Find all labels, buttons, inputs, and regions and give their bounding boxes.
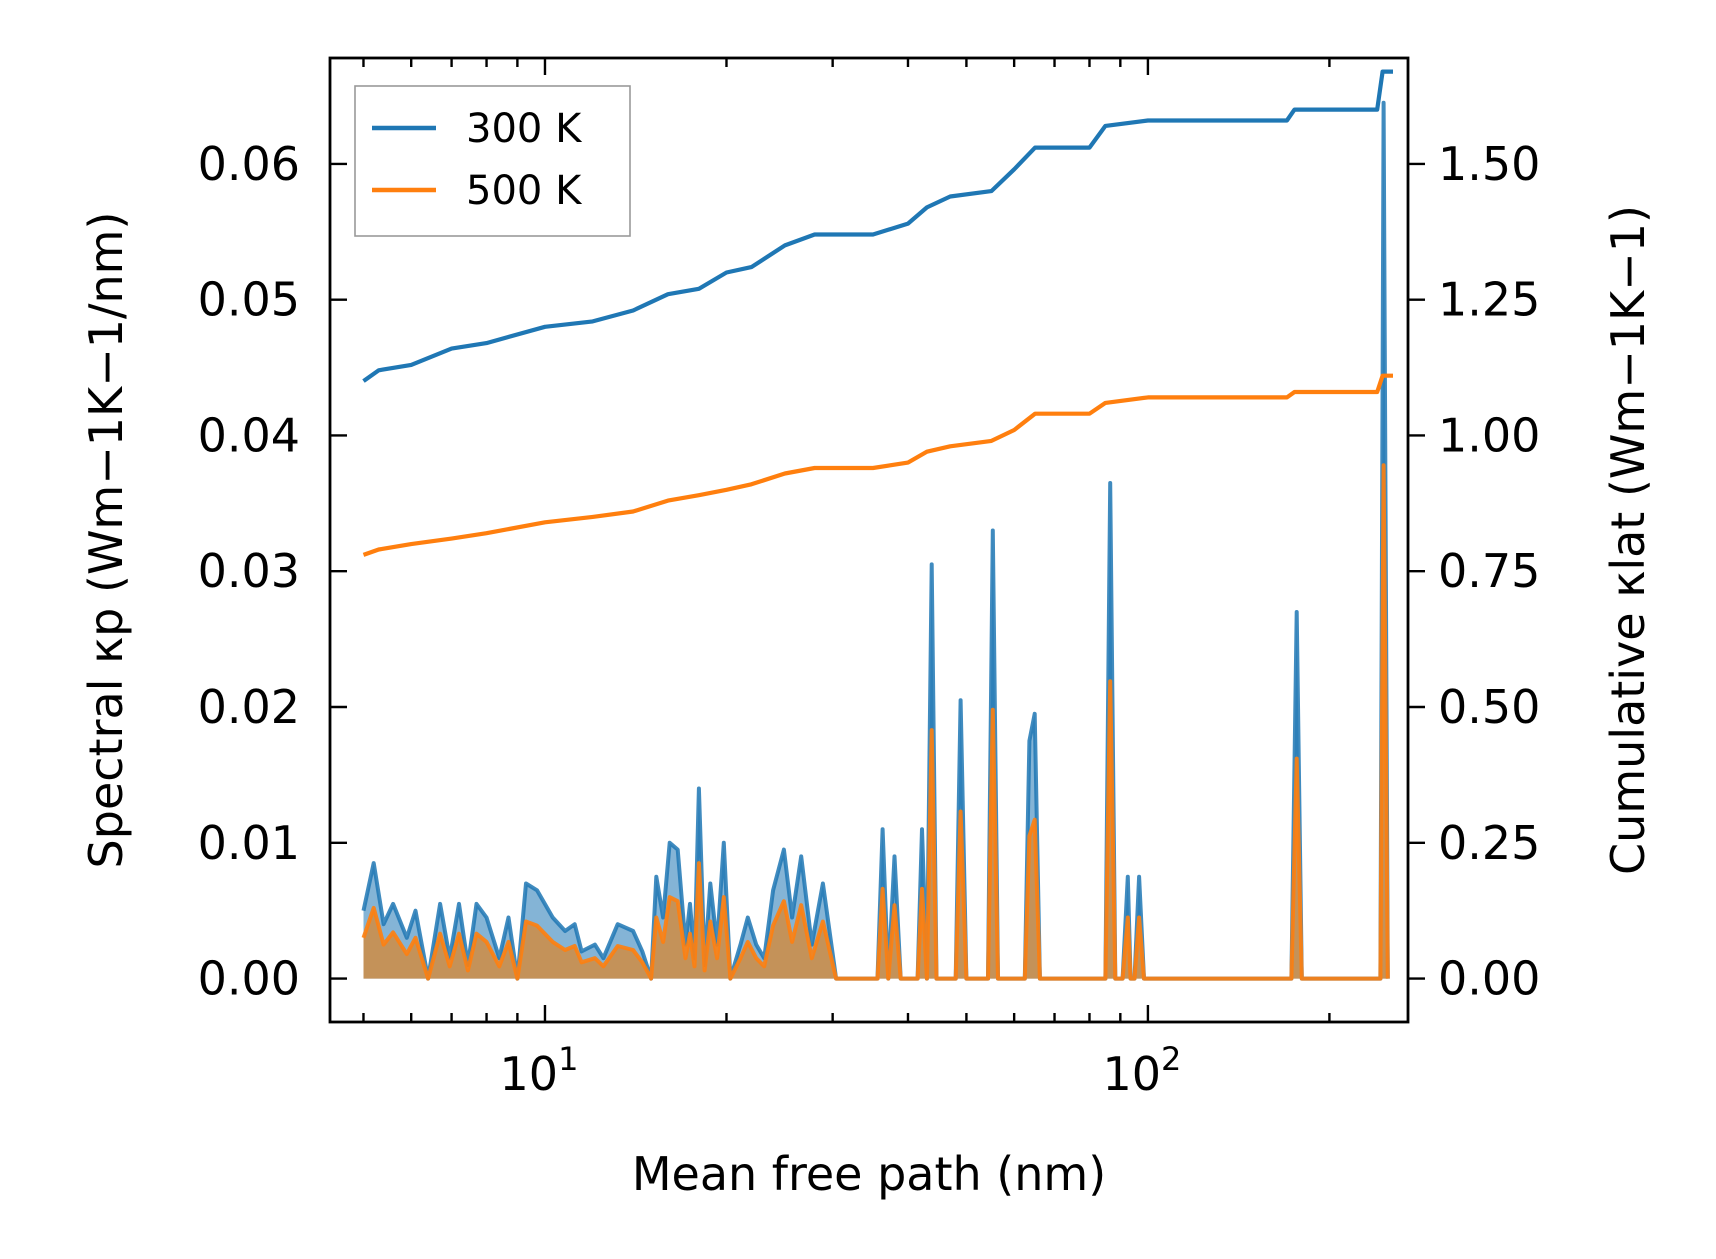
cumulative-line-500-k — [362, 373, 1393, 557]
y-right-axis-label: Cumulative κlat (Wm−1K−1) — [1601, 205, 1655, 875]
y-left-axis-label: Spectral κp (Wm−1K−1/nm) — [79, 212, 133, 869]
y-right-tick-label: 0.50 — [1438, 680, 1540, 734]
y-left-tick-label: 0.04 — [198, 408, 300, 462]
y-right-tick-label: 1.50 — [1438, 137, 1540, 191]
legend-label-300-k: 300 K — [466, 106, 583, 152]
x-tick-label: 101 — [500, 1040, 579, 1101]
y-left-tick-label: 0.00 — [198, 952, 300, 1006]
spectral-area-500-k — [363, 465, 1388, 979]
spectral-fill-layer — [361, 100, 1390, 981]
plot-frame — [328, 56, 1410, 1024]
y-left-tick-label: 0.03 — [198, 544, 300, 598]
y-right-tick-label: 1.00 — [1438, 408, 1540, 462]
y-left-tick-label: 0.06 — [198, 137, 300, 191]
axes-layer: 0.00 0.01 0.02 0.03 0.04 0.05 0.06 0.00 0.25 0.50… — [79, 56, 1655, 1201]
y-left-tick-label: 0.02 — [198, 680, 300, 734]
y-right-tick-label: 1.25 — [1438, 273, 1540, 327]
y-left-tick-label: 0.05 — [198, 273, 300, 327]
x-axis-label: Mean free path (nm) — [632, 1147, 1106, 1201]
legend-box — [354, 85, 631, 237]
y-right-tick-label: 0.25 — [1438, 816, 1540, 870]
x-tick-label: 102 — [1102, 1040, 1181, 1101]
y-left-tick-label: 0.01 — [198, 816, 300, 870]
legend: 300 K 500 K — [354, 85, 631, 237]
legend-label-500-k: 500 K — [466, 168, 583, 214]
cumulative-line-300-k — [362, 69, 1393, 383]
spectral-line-500-k — [361, 463, 1390, 981]
y-right-tick-label: 0.00 — [1438, 952, 1540, 1006]
cumulative-lines-layer — [362, 69, 1393, 557]
y-right-tick-label: 0.75 — [1438, 544, 1540, 598]
